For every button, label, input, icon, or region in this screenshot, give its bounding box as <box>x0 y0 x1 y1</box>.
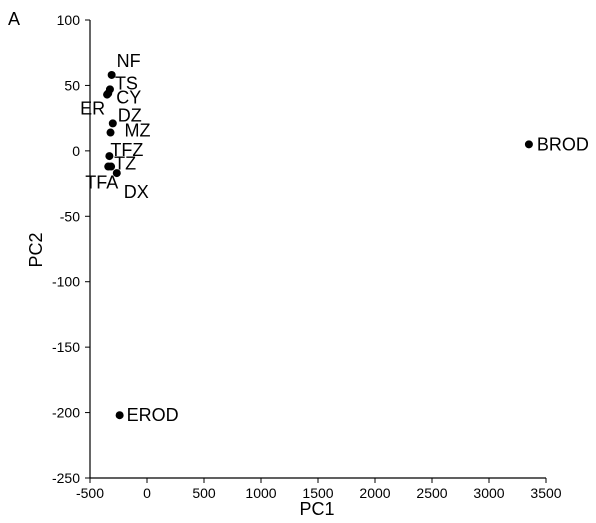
y-tick-label: 0 <box>72 143 80 159</box>
point-label-er: ER <box>80 99 105 119</box>
y-tick-label: -200 <box>52 405 80 421</box>
data-point-tfa <box>104 162 113 171</box>
x-tick-label: -500 <box>76 485 104 501</box>
panel-label: A <box>8 9 20 29</box>
data-point-tfz <box>105 152 114 161</box>
point-label-ts: TS <box>115 73 138 93</box>
point-label-cy: CY <box>116 87 141 107</box>
x-tick-label: 0 <box>143 485 151 501</box>
data-point-mz <box>106 128 115 137</box>
data-point-dz <box>108 119 117 128</box>
point-label-mz: MZ <box>125 121 151 141</box>
x-tick-label: 1000 <box>245 485 276 501</box>
point-label-dx: DX <box>124 182 149 202</box>
data-point-erod <box>115 411 124 420</box>
data-point-brod <box>524 140 533 149</box>
x-tick-label: 2500 <box>416 485 447 501</box>
y-tick-label: -50 <box>60 208 80 224</box>
data-point-er <box>103 90 112 99</box>
y-tick-label: 50 <box>64 77 80 93</box>
point-label-erod: EROD <box>127 405 179 425</box>
point-label-brod: BROD <box>537 134 589 154</box>
point-label-tz: TZ <box>114 154 136 174</box>
y-axis-title: PC2 <box>26 232 46 267</box>
data-point-nf <box>107 70 116 79</box>
y-tick-label: -250 <box>52 470 80 486</box>
point-label-dz: DZ <box>118 105 142 125</box>
y-tick-label: -150 <box>52 339 80 355</box>
point-label-nf: NF <box>117 51 141 71</box>
x-tick-label: 1500 <box>302 485 333 501</box>
x-tick-label: 3000 <box>473 485 504 501</box>
y-tick-label: 100 <box>57 12 81 28</box>
point-label-tfz: TFZ <box>110 140 143 160</box>
x-axis-title: PC1 <box>299 499 334 519</box>
data-point-dx <box>112 169 121 178</box>
x-tick-label: 2000 <box>359 485 390 501</box>
y-tick-label: -100 <box>52 274 80 290</box>
point-label-tfa: TFA <box>85 173 118 193</box>
x-tick-label: 3500 <box>530 485 561 501</box>
axes: -500 0 500 1000 1500 2000 2500 3000 3500-250-200… <box>52 12 562 501</box>
x-tick-label: 500 <box>192 485 216 501</box>
